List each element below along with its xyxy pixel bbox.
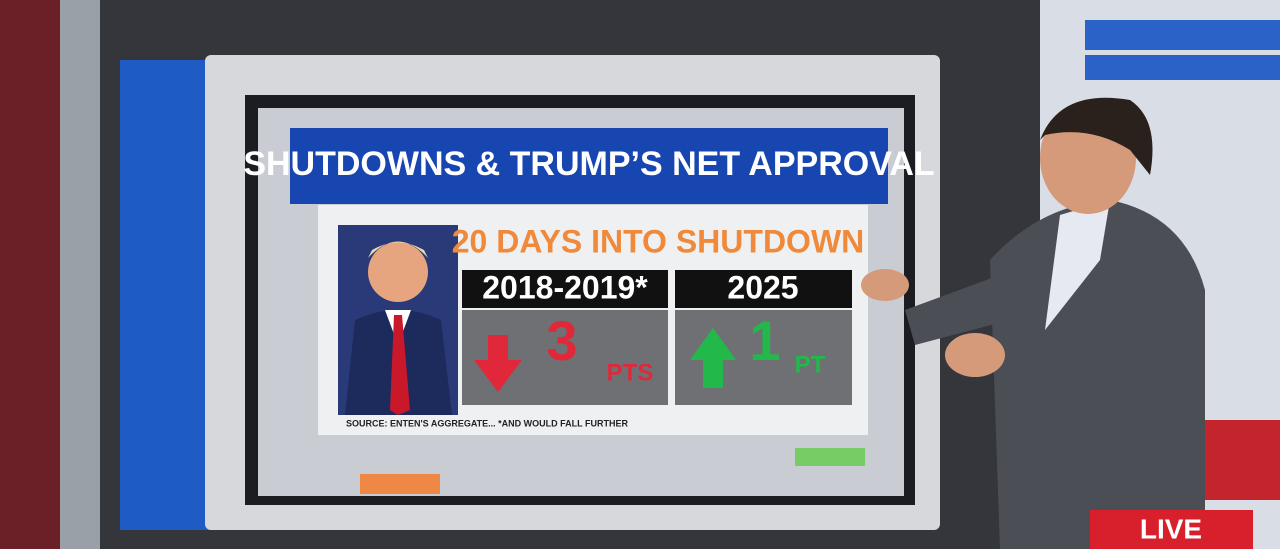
blue-panel (120, 60, 215, 530)
left-pillar (60, 0, 100, 549)
column-label: 2025 (727, 269, 798, 305)
photo-hair (368, 241, 428, 258)
column-label: 2018-2019* (482, 269, 648, 305)
live-badge (1090, 510, 1253, 549)
change-value: 3 (546, 309, 577, 372)
presenter-shirt (1045, 200, 1110, 330)
headline: 20 DAYS INTO SHUTDOWN (452, 223, 865, 259)
change-unit: PT (795, 351, 826, 378)
chips (360, 474, 440, 494)
right-stripe (1085, 55, 1280, 80)
right-stripe (1085, 20, 1280, 50)
down-arrow (474, 335, 522, 392)
presenter-hair (1040, 97, 1153, 175)
presenter-suit (990, 200, 1205, 549)
source: SOURCE: ENTEN'S AGGREGATE... *AND WOULD … (346, 418, 628, 428)
column-header (675, 270, 852, 308)
photo-tie (390, 315, 410, 415)
change-value: 1 (749, 309, 780, 372)
title: SHUTDOWNS & TRUMP’S NET APPROVAL (243, 145, 934, 183)
left-wall (0, 0, 60, 549)
presenter-arm (905, 275, 1010, 345)
photo-face (368, 242, 428, 302)
presenter-hand (861, 269, 909, 301)
change-unit: PTS (607, 359, 654, 386)
chips (795, 448, 865, 466)
live-label: LIVE (1140, 513, 1202, 544)
up-arrow (690, 328, 736, 388)
column-header (462, 270, 668, 308)
presenter-hand (945, 333, 1005, 377)
title-bar (290, 128, 888, 204)
